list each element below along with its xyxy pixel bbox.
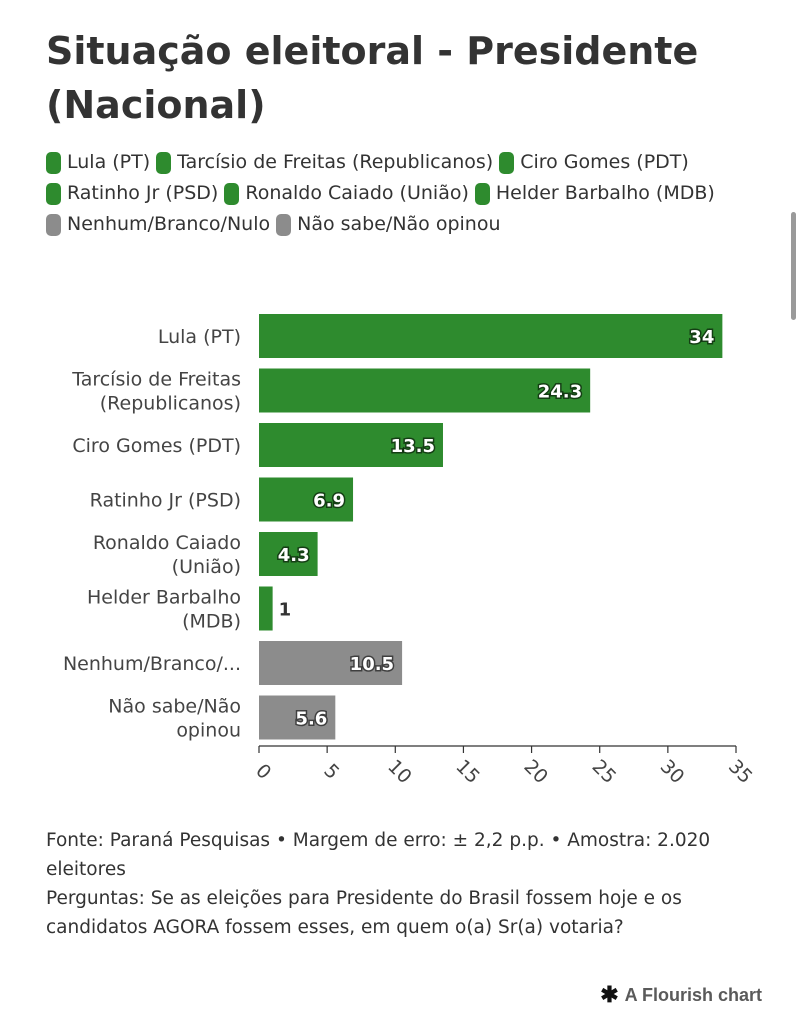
footer: Fonte: Paraná Pesquisas • Margem de erro… (46, 826, 756, 942)
legend-label: Ratinho Jr (PSD) (67, 182, 219, 204)
value-label: 13.5 (391, 436, 435, 457)
legend-swatch (474, 182, 490, 205)
bar (259, 695, 336, 740)
x-tick-label: 25 (588, 755, 621, 788)
value-label: 24.3 (538, 382, 582, 403)
category-label: Lula (PT) (158, 326, 241, 348)
bar (259, 368, 591, 413)
category-label: Tarcísio de Freitas (71, 369, 241, 391)
bar (259, 586, 273, 631)
category-label: Não sabe/Não (108, 696, 241, 718)
value-label: 34 (689, 327, 714, 348)
category-label: (União) (172, 556, 241, 578)
bar (259, 477, 354, 522)
legend-item[interactable]: Não sabe/Não opinou (276, 212, 501, 237)
category-label: (Republicanos) (100, 393, 241, 415)
legend-swatch (276, 213, 292, 236)
x-tick-label: 5 (319, 760, 343, 784)
legend-label: Tarcísio de Freitas (Republicanos) (177, 151, 494, 173)
value-label: 6.9 (313, 491, 345, 512)
bar (259, 641, 403, 685)
bar (259, 423, 443, 467)
category-label: Ratinho Jr (PSD) (90, 490, 241, 512)
chart-title: Situação eleitoral - Presidente (Naciona… (46, 29, 699, 127)
category-label: opinou (176, 720, 241, 742)
legend-item[interactable]: Ciro Gomes (PDT) (499, 150, 689, 175)
legend: Lula (PT) Tarcísio de Freitas (Republican… (46, 150, 766, 237)
bar (259, 532, 318, 576)
footer-question: Perguntas: Se as eleições para President… (46, 888, 682, 938)
legend-swatch (156, 151, 172, 174)
legend-label: Não sabe/Não opinou (297, 213, 501, 235)
category-label: (MDB) (182, 611, 241, 633)
legend-label: Lula (PT) (67, 151, 151, 173)
value-label: 5.6 (295, 709, 327, 730)
category-label: Ciro Gomes (PDT) (72, 435, 241, 457)
bar-chart: Lula (PT) 34 Tarcísio de Freitas(Republica… (63, 314, 757, 788)
category-label: Helder Barbalho (87, 587, 241, 609)
legend-swatch (46, 182, 61, 205)
category-label: Ronaldo Caiado (93, 532, 241, 554)
footer-source: Fonte: Paraná Pesquisas • Margem de erro… (46, 830, 711, 880)
legend-label: Ciro Gomes (PDT) (520, 151, 689, 173)
legend-label: Ronaldo Caiado (União) (245, 182, 469, 204)
value-label: 10.5 (350, 654, 394, 675)
legend-item[interactable]: Nenhum/Branco/Nulo (46, 212, 270, 237)
legend-swatch (499, 151, 515, 174)
value-label: 1 (279, 600, 292, 621)
legend-item[interactable]: Tarcísio de Freitas (Republicanos) (156, 150, 493, 175)
category-label: Nenhum/Branco/... (63, 653, 241, 675)
legend-swatch (224, 182, 240, 205)
x-tick-label: 30 (656, 755, 689, 788)
legend-label: Nenhum/Branco/Nulo (67, 213, 271, 235)
x-tick-label: 35 (724, 755, 757, 788)
x-tick-label: 10 (383, 755, 416, 788)
x-tick-label: 20 (519, 755, 552, 788)
legend-label: Helder Barbalho (MDB) (495, 182, 715, 204)
flourish-credit-link[interactable]: ✱ A Flourish chart (600, 982, 762, 1008)
legend-swatch (46, 151, 61, 174)
x-tick-label: 0 (251, 760, 275, 784)
x-tick-label: 15 (451, 755, 484, 788)
legend-item[interactable]: Ratinho Jr (PSD) (46, 181, 218, 206)
flourish-star-icon: ✱ (600, 982, 619, 1007)
bar (259, 314, 723, 358)
value-label: 4.3 (278, 545, 310, 566)
scrollbar[interactable] (791, 212, 796, 320)
legend-item[interactable]: Helder Barbalho (MDB) (474, 181, 715, 206)
legend-swatch (46, 213, 61, 236)
legend-item[interactable]: Lula (PT) (46, 150, 150, 175)
legend-item[interactable]: Ronaldo Caiado (União) (224, 181, 469, 206)
credit-label: A Flourish chart (624, 984, 762, 1005)
